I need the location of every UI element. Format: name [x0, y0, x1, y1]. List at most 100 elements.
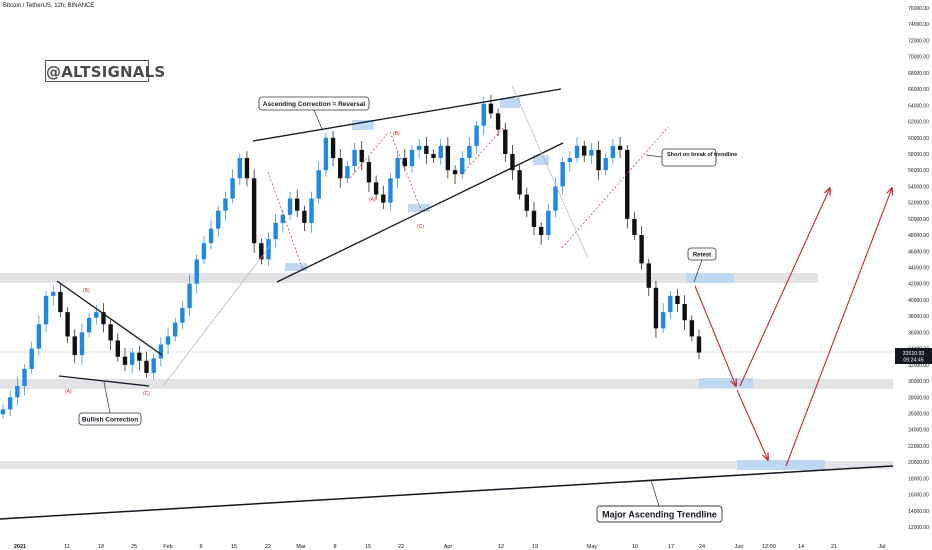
- y-tick-label: 68000.00: [908, 71, 929, 77]
- red-dashed-4: [461, 125, 506, 175]
- wedge-lower-trendline: [58, 375, 150, 387]
- candle-body: [65, 312, 70, 337]
- candle-body: [617, 145, 623, 150]
- candle-body: [22, 368, 27, 386]
- wave-label-c1: (C): [143, 391, 150, 397]
- candle-body: [495, 113, 501, 130]
- highlight-box-break: [533, 155, 549, 165]
- x-tick-label: 18: [98, 544, 104, 550]
- candle-body: [129, 352, 135, 365]
- candle-body: [287, 198, 293, 215]
- x-tick-label: Feb: [163, 544, 172, 550]
- candle-body: [266, 239, 271, 260]
- y-tick-label: 22000.00: [908, 444, 929, 450]
- candle-body: [0, 409, 6, 415]
- candle-body: [424, 145, 429, 154]
- y-tick-label: 74000.00: [908, 22, 929, 28]
- candle-body: [546, 210, 551, 236]
- trendline-layer: [0, 88, 894, 520]
- highlight-box-top-apr: [500, 98, 520, 108]
- x-tick-label: 11: [64, 544, 70, 550]
- candle-body: [352, 149, 357, 167]
- candle-body: [122, 356, 128, 365]
- wave-label-b2: (B): [393, 131, 400, 137]
- candle-body: [86, 317, 92, 333]
- y-tick-label: 46000.00: [908, 249, 929, 255]
- x-tick-label: 2021: [14, 544, 26, 550]
- highlight-box-target-1: [699, 378, 753, 388]
- candle-body: [438, 145, 443, 159]
- candle-body: [280, 214, 286, 223]
- current-price-tag: 33510.93 09:24:45: [895, 348, 932, 364]
- candle-body: [416, 145, 422, 150]
- x-tick-label: 21: [831, 544, 837, 550]
- candle-body: [208, 228, 214, 244]
- projection-arrow-2: [739, 188, 830, 387]
- candle-body: [445, 145, 451, 171]
- x-tick-label: 17: [668, 544, 674, 550]
- y-tick-label: 16000.00: [908, 493, 929, 499]
- y-tick-label: 38000.00: [908, 314, 929, 320]
- candle-body: [194, 259, 199, 284]
- channel-lower-trendline: [276, 142, 564, 283]
- apr-diagonal: [511, 85, 589, 259]
- candle-body: [108, 324, 113, 341]
- annotation-bullish-correction-text: Bullish Correction: [82, 417, 138, 424]
- candle-body: [366, 162, 372, 183]
- projection-layer: [694, 188, 892, 467]
- highlight-box-low-mar: [408, 204, 430, 212]
- x-tick-label: 14: [798, 544, 804, 550]
- y-tick-label: 30000.00: [908, 379, 929, 385]
- candle-body: [72, 336, 77, 356]
- candle-body: [653, 287, 659, 329]
- x-tick-label: 15: [365, 544, 371, 550]
- candle-body: [201, 243, 207, 260]
- candle-body: [345, 166, 350, 179]
- candle-body: [244, 158, 250, 179]
- candle-body: [668, 295, 673, 313]
- y-tick-label: 50000.00: [908, 217, 929, 223]
- candle-body: [187, 283, 192, 309]
- candle-body: [144, 360, 149, 373]
- candle-body: [151, 358, 156, 373]
- highlight-box-target-2: [737, 460, 825, 470]
- projection-arrow-4: [785, 188, 892, 467]
- candle-body: [567, 158, 573, 163]
- annotation-bullish-correction: Bullish Correction: [78, 381, 142, 426]
- candle-body: [603, 158, 608, 171]
- candle-body: [388, 178, 393, 203]
- candle-body: [531, 210, 537, 227]
- support-zone-30000: [0, 379, 893, 389]
- candle-body: [79, 332, 85, 356]
- candle-body: [460, 158, 465, 175]
- candle-body: [338, 158, 343, 179]
- candle-body: [632, 218, 637, 236]
- candle-body: [323, 137, 329, 171]
- y-tick-label: 72000.00: [908, 38, 929, 44]
- candle-body: [409, 149, 415, 167]
- candle-body: [675, 295, 680, 304]
- candle-body: [51, 291, 56, 296]
- candle-body: [273, 222, 278, 240]
- candle-body: [58, 291, 63, 313]
- candle-body: [596, 149, 601, 171]
- candle-body: [510, 153, 515, 171]
- y-tick-label: 70000.00: [908, 55, 929, 61]
- candle-body: [402, 158, 408, 167]
- feb-support-diagonal: [162, 245, 271, 387]
- candle-body: [29, 348, 34, 369]
- wedge-upper-trendline: [56, 280, 163, 356]
- candle-body: [610, 145, 616, 159]
- x-tick-label: 24: [699, 544, 705, 550]
- candle-body: [682, 303, 687, 321]
- highlight-box-retest: [686, 273, 734, 283]
- y-tick-label: 56000.00: [908, 168, 929, 174]
- annotation-major-trendline: Major Ascending Trendline: [596, 479, 723, 523]
- candle-body: [43, 295, 49, 325]
- annotation-ascending-correction-text: Ascending Correction = Reversal: [263, 101, 366, 108]
- candle-body: [180, 308, 185, 323]
- x-tick-label: May: [587, 544, 598, 550]
- candle-body: [302, 210, 307, 223]
- candle-body: [689, 320, 695, 337]
